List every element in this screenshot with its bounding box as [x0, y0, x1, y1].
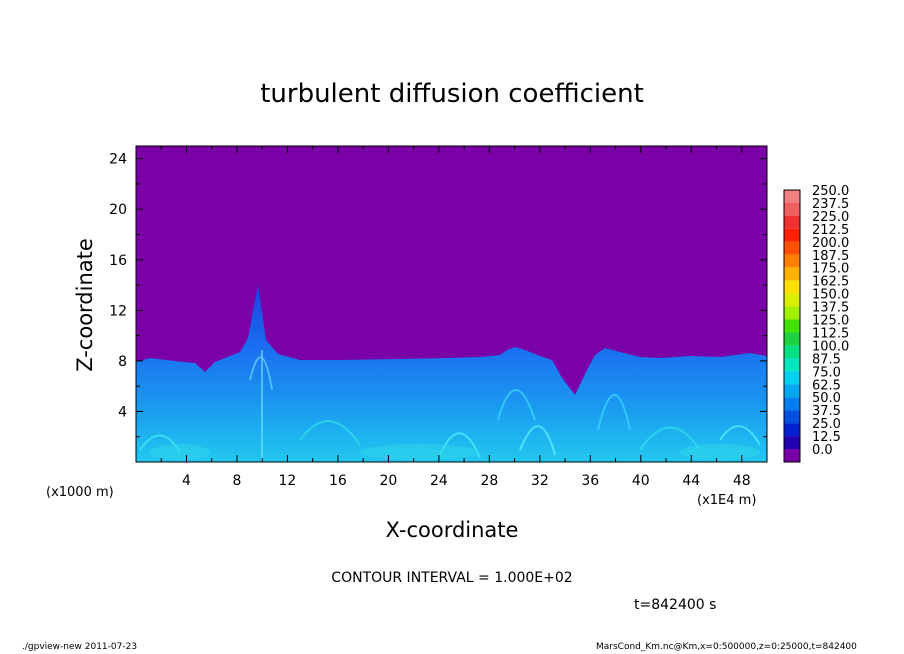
colorbar-label: 150.0 — [812, 288, 849, 303]
x-tick-label: 4 — [182, 473, 191, 489]
y-tick-label: 4 — [118, 404, 127, 420]
colorbar-swatch — [784, 423, 800, 437]
colorbar-label: 162.5 — [812, 275, 849, 290]
colorbar-swatch — [784, 358, 800, 372]
x-unit-right: (x1E4 m) — [697, 493, 756, 508]
x-tick-label: 32 — [531, 473, 549, 489]
turbulent-eddies — [139, 350, 761, 462]
colorbar-swatch — [784, 241, 800, 255]
colorbar-label: 125.0 — [812, 314, 849, 329]
colorbar-label: 100.0 — [812, 339, 849, 354]
colorbar-label: 0.0 — [812, 443, 833, 458]
y-axis-ticks: 4 8 12 16 20 24 — [109, 152, 767, 438]
y-tick-label: 8 — [118, 354, 127, 370]
x-axis-label: X-coordinate — [386, 518, 519, 542]
colorbar-label: 212.5 — [812, 223, 849, 238]
colorbar-label: 75.0 — [812, 365, 841, 380]
x-axis-ticks: 4 8 12 16 20 24 28 32 36 40 44 48 — [160, 146, 751, 489]
y-axis-label: Z-coordinate — [73, 238, 97, 372]
chart-title: turbulent diffusion coefficient — [260, 79, 644, 109]
colorbar-swatch — [784, 215, 800, 229]
colorbar-swatch — [784, 306, 800, 320]
colorbar-swatch — [784, 254, 800, 268]
colorbar-label: 187.5 — [812, 249, 849, 264]
plot-frame — [135, 145, 768, 463]
footer-right: MarsCond_Km.nc@Km,x=0:500000,z=0:25000,t… — [596, 642, 857, 652]
colorbar-label: 37.5 — [812, 404, 841, 419]
turbulent-layer — [136, 285, 767, 462]
colorbar-swatch — [784, 410, 800, 424]
x-tick-label: 28 — [480, 473, 498, 489]
colorbar-swatch — [784, 436, 800, 450]
colorbar-swatch — [784, 345, 800, 359]
colorbar-label: 175.0 — [812, 262, 849, 277]
y-tick-label: 16 — [109, 253, 127, 269]
x-tick-label: 44 — [682, 473, 700, 489]
colorbar-label: 137.5 — [812, 301, 849, 316]
x-tick-label: 8 — [232, 473, 241, 489]
y-tick-label: 20 — [109, 202, 127, 218]
x-tick-label: 40 — [632, 473, 650, 489]
colorbar-swatch — [784, 397, 800, 411]
colorbar-label: 200.0 — [812, 236, 849, 251]
colorbar-swatch — [784, 293, 800, 307]
colorbar-label: 87.5 — [812, 352, 841, 367]
x-tick-label: 24 — [430, 473, 448, 489]
colorbar-swatch — [784, 371, 800, 385]
y-tick-label: 24 — [109, 152, 127, 168]
colorbar-swatch — [784, 202, 800, 216]
colorbar-swatch — [784, 280, 800, 294]
colorbar-frame — [783, 189, 801, 463]
colorbar-label: 12.5 — [812, 430, 841, 445]
colorbar-label: 250.0 — [812, 184, 849, 199]
contour-interval: CONTOUR INTERVAL = 1.000E+02 — [331, 570, 572, 586]
x-tick-label: 20 — [379, 473, 397, 489]
x-tick-label: 12 — [279, 473, 297, 489]
time-label: t=842400 s — [634, 597, 716, 613]
colorbar-swatch — [784, 319, 800, 333]
colorbar-swatch — [784, 384, 800, 398]
colorbar-label: 237.5 — [812, 197, 849, 212]
colorbar-label: 225.0 — [812, 210, 849, 225]
x-tick-label: 48 — [733, 473, 751, 489]
plot-area — [136, 146, 767, 462]
colorbar: 250.0237.5225.0212.5200.0187.5175.0162.5… — [783, 184, 849, 463]
x-tick-label: 16 — [329, 473, 347, 489]
colorbar-label: 25.0 — [812, 417, 841, 432]
x-tick-label: 36 — [581, 473, 599, 489]
colorbar-label: 50.0 — [812, 391, 841, 406]
colorbar-swatch — [784, 267, 800, 281]
colorbar-swatch — [784, 449, 800, 462]
colorbar-swatch — [784, 190, 800, 203]
footer-left: ./gpview-new 2011-07-23 — [22, 642, 138, 652]
colorbar-label: 112.5 — [812, 326, 849, 341]
colorbar-swatch — [784, 332, 800, 346]
y-tick-label: 12 — [109, 303, 127, 319]
x-unit-left: (x1000 m) — [46, 485, 114, 500]
colorbar-swatch — [784, 228, 800, 242]
colorbar-label: 62.5 — [812, 378, 841, 393]
